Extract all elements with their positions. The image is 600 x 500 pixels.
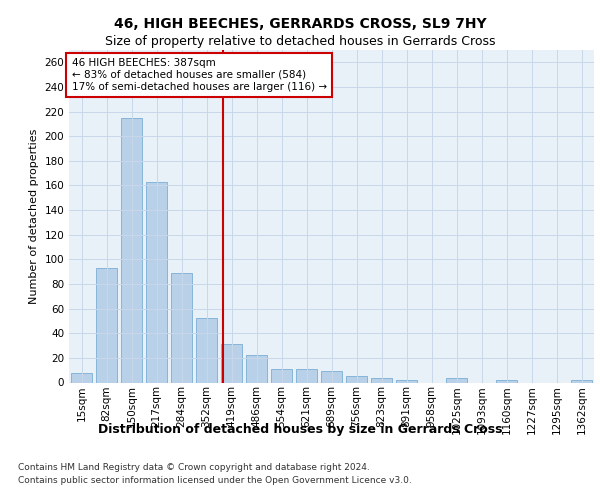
Bar (396, 380, 417, 382)
Bar (96, 268, 117, 382)
Bar (496, 380, 517, 382)
Bar (121, 118, 142, 382)
Bar (371, 378, 392, 382)
Text: 46, HIGH BEECHES, GERRARDS CROSS, SL9 7HY: 46, HIGH BEECHES, GERRARDS CROSS, SL9 7H… (113, 18, 487, 32)
Bar (171, 273, 192, 382)
Bar (221, 344, 242, 383)
Bar (296, 369, 317, 382)
Bar (196, 318, 217, 382)
Text: Distribution of detached houses by size in Gerrards Cross: Distribution of detached houses by size … (98, 422, 502, 436)
Bar (446, 378, 467, 382)
Bar (571, 380, 592, 382)
Text: Contains public sector information licensed under the Open Government Licence v3: Contains public sector information licen… (18, 476, 412, 485)
Y-axis label: Number of detached properties: Number of detached properties (29, 128, 39, 304)
Text: 46 HIGH BEECHES: 387sqm
← 83% of detached houses are smaller (584)
17% of semi-d: 46 HIGH BEECHES: 387sqm ← 83% of detache… (71, 58, 327, 92)
Text: Size of property relative to detached houses in Gerrards Cross: Size of property relative to detached ho… (105, 35, 495, 48)
Bar (71, 372, 92, 382)
Bar (246, 356, 267, 382)
Bar (146, 182, 167, 382)
Bar (346, 376, 367, 382)
Bar (321, 372, 342, 382)
Bar (271, 369, 292, 382)
Text: Contains HM Land Registry data © Crown copyright and database right 2024.: Contains HM Land Registry data © Crown c… (18, 462, 370, 471)
